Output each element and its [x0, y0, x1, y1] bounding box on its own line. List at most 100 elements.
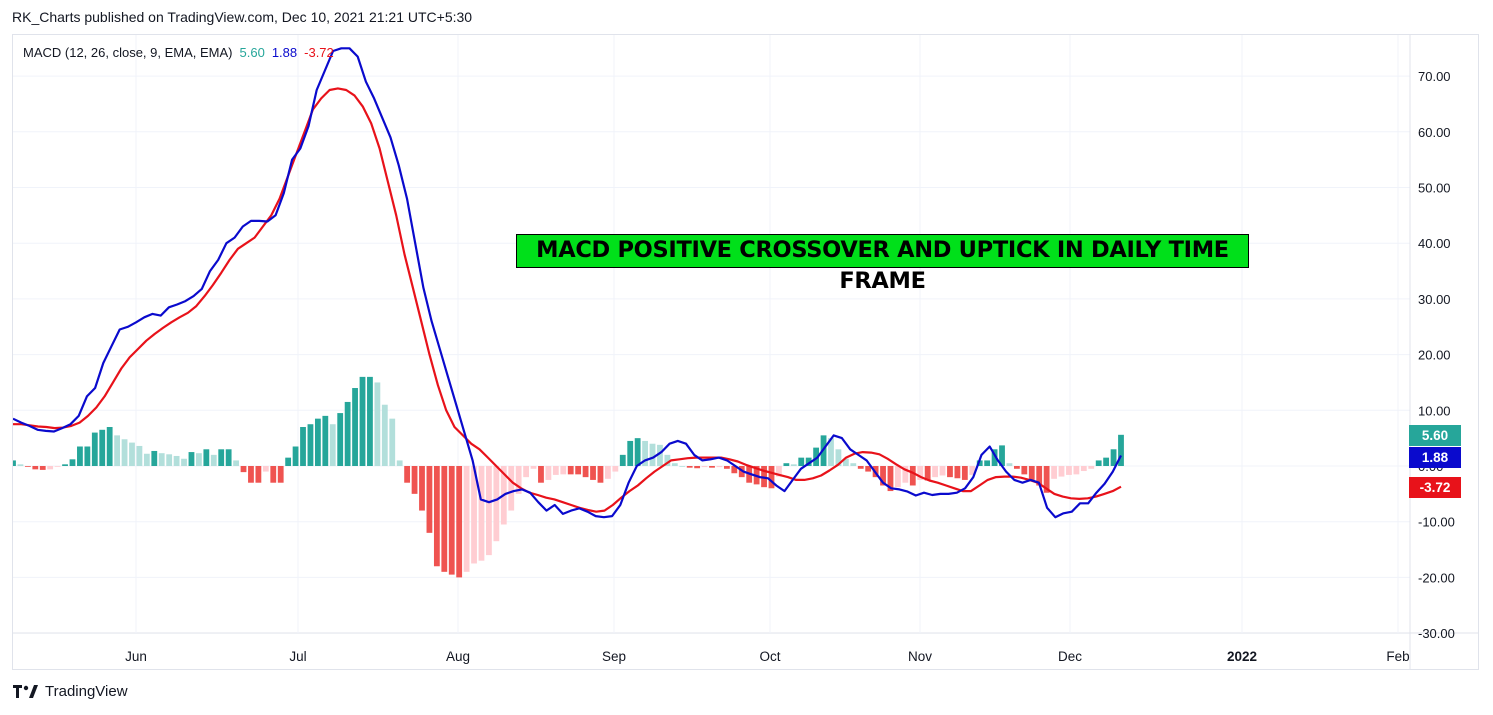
histogram-bar [1036, 466, 1043, 486]
histogram-bar [1066, 466, 1072, 475]
histogram-bar [954, 466, 961, 479]
publisher-header: RK_Charts published on TradingView.com, … [12, 9, 473, 25]
y-tick-label: 10.00 [1418, 403, 1451, 418]
histogram-bar [166, 454, 173, 466]
histogram-bar [515, 466, 522, 494]
histogram-bar [1013, 466, 1020, 469]
histogram-bar [932, 466, 938, 478]
histogram-bar [671, 463, 678, 466]
histogram-bar [657, 444, 663, 466]
histogram-bar [776, 466, 782, 477]
histogram-bar [106, 427, 113, 466]
histogram-bar [984, 460, 991, 466]
y-tick-label: -10.00 [1418, 515, 1455, 530]
x-tick-label: Feb [1386, 649, 1409, 664]
histogram-bar [337, 413, 344, 466]
histogram-bar [39, 466, 46, 470]
histogram-bar [292, 446, 299, 466]
histogram-bar [54, 466, 61, 467]
histogram-bar [783, 463, 790, 466]
y-tick-label: 30.00 [1418, 292, 1451, 307]
histogram-bar [240, 466, 247, 473]
histogram-bar [1073, 466, 1080, 475]
y-tick-label: 40.00 [1418, 236, 1451, 251]
histogram-bar [404, 466, 411, 483]
histogram-bar [196, 453, 202, 466]
histogram-bar [344, 401, 351, 466]
histogram-bar [1080, 466, 1087, 472]
histogram-bar [218, 449, 225, 466]
histogram-bar [865, 466, 872, 472]
histogram-bar [709, 466, 715, 468]
histogram-bar [233, 460, 239, 466]
histogram-bar [181, 458, 187, 466]
histogram-bar [210, 454, 217, 466]
histogram-bar [158, 453, 165, 466]
histogram-bar [679, 466, 686, 467]
footer-brand-label: TradingView [45, 683, 128, 700]
y-tick-label: 60.00 [1418, 125, 1451, 140]
histogram-bar [367, 376, 373, 466]
histogram-bar [538, 466, 544, 483]
histogram-bar [448, 466, 455, 575]
histogram-bar [582, 466, 589, 478]
y-tick-label: 20.00 [1418, 348, 1451, 363]
histogram-bar [857, 466, 864, 469]
histogram-bar [471, 466, 477, 564]
histogram-bar [508, 466, 515, 511]
price-label-signal: -3.72 [1409, 477, 1461, 498]
histogram-bar [1021, 466, 1028, 475]
histogram-bar [307, 424, 314, 466]
y-tick-label: -20.00 [1418, 570, 1455, 585]
histogram-bar [203, 449, 210, 466]
histogram-bar [768, 466, 775, 489]
footer-brand[interactable]: TradingView [13, 683, 128, 700]
histogram-bar [329, 424, 336, 466]
histogram-bar [924, 466, 931, 481]
histogram-bar [322, 415, 329, 466]
histogram-bar [419, 466, 425, 511]
histogram-bar [114, 435, 121, 466]
histogram-bar [433, 466, 440, 567]
histogram-bar [359, 376, 366, 466]
histogram-bar [813, 447, 820, 466]
y-tick-label: -30.00 [1418, 626, 1455, 641]
histogram-bar [225, 449, 232, 466]
histogram-bar [270, 466, 277, 483]
chart-frame[interactable]: 70.0060.0050.0040.0030.0020.0010.000.00-… [12, 34, 1479, 670]
histogram-bar [590, 466, 596, 480]
price-label-hist: 5.60 [1409, 425, 1461, 446]
histogram-bar [552, 466, 559, 475]
y-tick-label: 70.00 [1418, 69, 1451, 84]
histogram-bar [1028, 466, 1035, 480]
histogram-bar [761, 466, 767, 488]
y-tick-label: 50.00 [1418, 181, 1451, 196]
histogram-bar [62, 464, 68, 466]
histogram-bar [560, 466, 567, 475]
x-tick-label: Nov [908, 649, 932, 664]
price-label-macd: 1.88 [1409, 447, 1461, 468]
histogram-bar [173, 455, 180, 466]
legend-hist-value: 5.60 [239, 45, 265, 60]
histogram-bar [850, 463, 857, 466]
indicator-legend[interactable]: MACD (12, 26, close, 9, EMA, EMA) 5.60 1.8… [23, 45, 341, 60]
histogram-bar [1118, 434, 1124, 466]
histogram-bar [627, 440, 634, 466]
histogram-bar [604, 466, 611, 479]
histogram-bar [456, 466, 463, 578]
histogram-bar [314, 418, 321, 466]
histogram-bar [642, 440, 648, 466]
macd-chart[interactable]: 70.0060.0050.0040.0030.0020.0010.000.00-… [13, 35, 1478, 669]
histogram-bar [136, 445, 143, 466]
histogram-bar [597, 466, 604, 483]
histogram-bar [396, 460, 403, 466]
histogram-bar [143, 453, 150, 466]
histogram-bar [887, 466, 894, 492]
histogram-bar [575, 466, 582, 475]
x-tick-label: Dec [1058, 649, 1082, 664]
histogram-bar [694, 466, 701, 469]
x-tick-label: 2022 [1227, 649, 1257, 664]
chart-grid [13, 35, 1478, 669]
histogram-bar [716, 466, 723, 468]
histogram-bar [731, 466, 738, 474]
